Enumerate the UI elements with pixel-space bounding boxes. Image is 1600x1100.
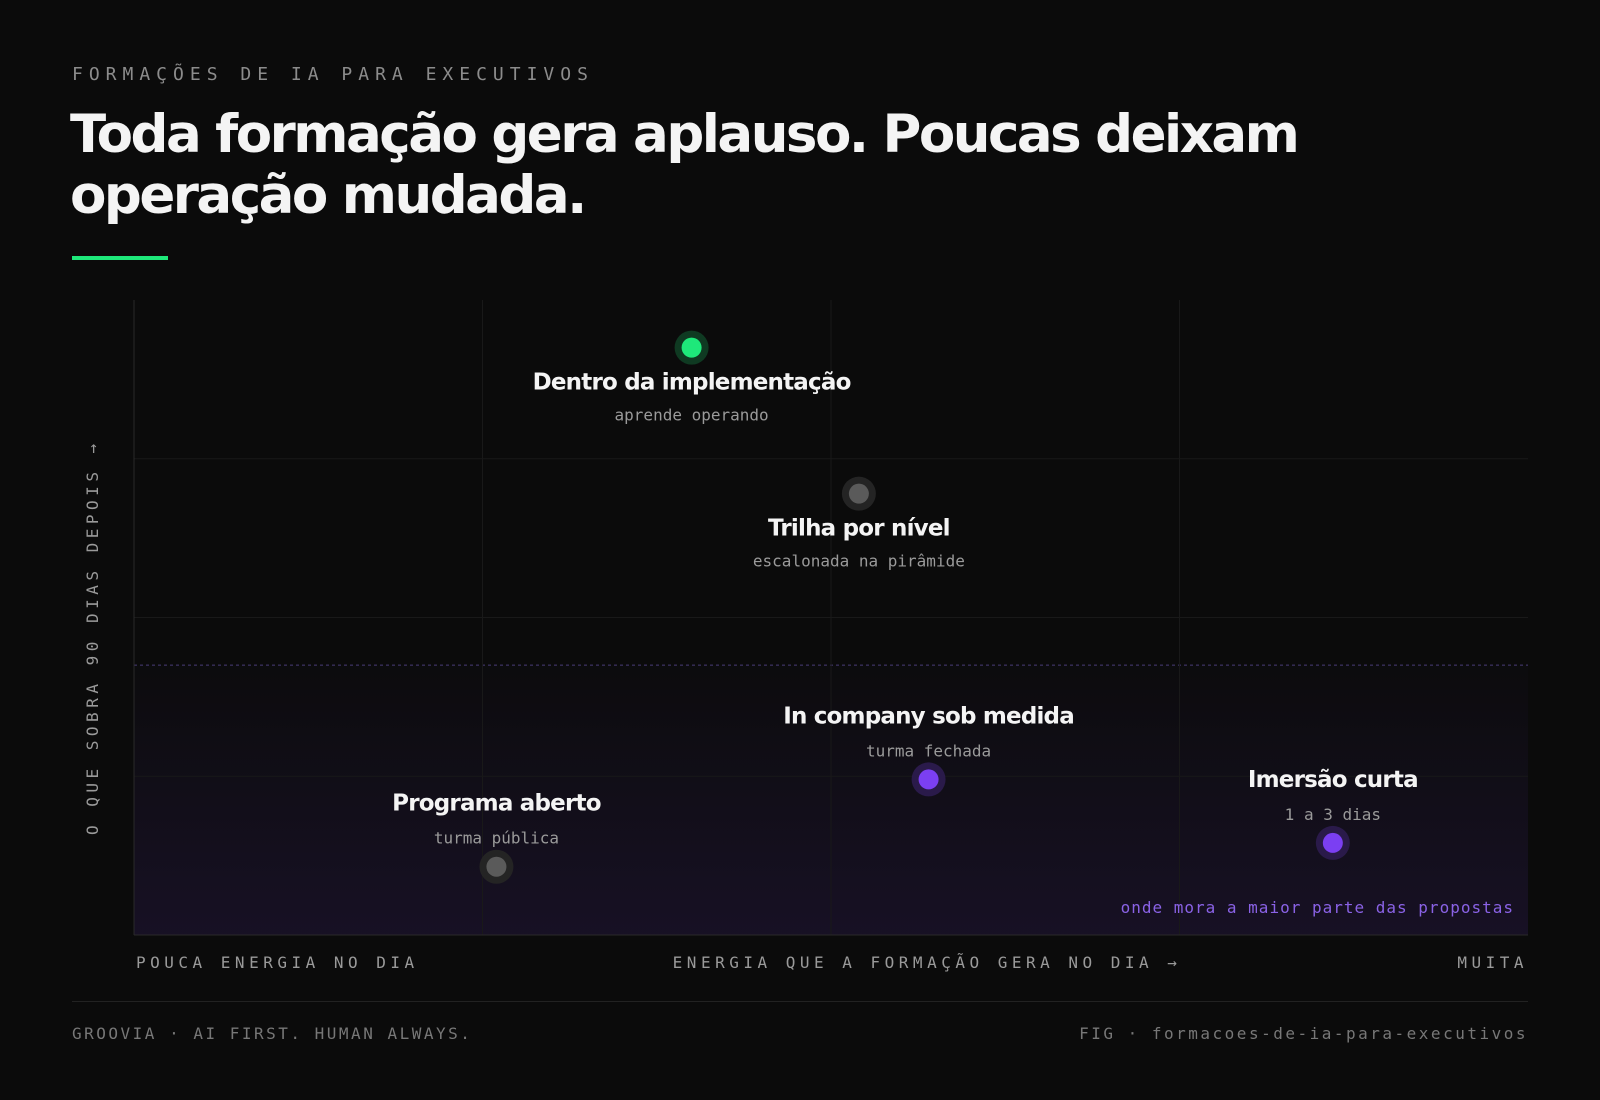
x-axis-title: ENERGIA QUE A FORMAÇÃO GERA NO DIA → [673, 953, 1182, 972]
point-label: Dentro da implementação [533, 370, 851, 396]
point-sublabel: aprende operando [615, 406, 769, 425]
point-label: Imersão curta [1248, 767, 1418, 793]
accent-underline [72, 256, 168, 260]
x-axis-arrow-icon: → [1167, 953, 1181, 972]
point-sublabel: escalonada na pirâmide [753, 552, 965, 571]
footer-brand: GROOVIA · AI FIRST. HUMAN ALWAYS. [72, 1024, 473, 1043]
data-point: Trilha por nível escalonada na pirâmide [753, 476, 965, 571]
point-marker [918, 769, 939, 790]
point-sublabel: turma fechada [866, 741, 991, 760]
point-label: Trilha por nível [768, 516, 950, 542]
point-label: In company sob medida [783, 703, 1074, 729]
data-point: In company sob medida turma fechada [783, 703, 1075, 797]
kicker: FORMAÇÕES DE IA PARA EXECUTIVOS [72, 64, 594, 85]
point-marker [1322, 832, 1343, 853]
data-point: Programa aberto turma pública [392, 791, 602, 884]
point-marker [848, 483, 869, 504]
x-axis-title-text: ENERGIA QUE A FORMAÇÃO GERA NO DIA [673, 953, 1154, 972]
point-marker [486, 856, 507, 877]
y-axis-title: O QUE SOBRA 90 DIAS DEPOIS → [83, 439, 102, 835]
footer-figure-id: FIG · formacoes-de-ia-para-executivos [1079, 1024, 1528, 1043]
page-title: Toda formação gera aplauso. Poucas deixa… [70, 104, 1300, 226]
point-sublabel: turma pública [434, 829, 559, 848]
y-axis-arrow-icon: → [83, 439, 102, 453]
point-label: Programa aberto [392, 791, 601, 817]
data-point: Imersão curta 1 a 3 dias [1248, 767, 1419, 860]
data-points: Dentro da implementação aprende operando T… [392, 330, 1419, 884]
x-axis-low-label: POUCA ENERGIA NO DIA [136, 953, 419, 972]
point-marker [681, 337, 702, 358]
x-axis-high-label: MUITA [1457, 953, 1528, 972]
region-label: onde mora a maior parte das propostas [1121, 898, 1514, 917]
y-axis-title-text: O QUE SOBRA 90 DIAS DEPOIS [83, 468, 102, 835]
grid [134, 300, 1528, 935]
point-sublabel: 1 a 3 dias [1285, 805, 1381, 824]
data-point: Dentro da implementação aprende operando [533, 330, 851, 425]
footer-divider [72, 1001, 1528, 1002]
